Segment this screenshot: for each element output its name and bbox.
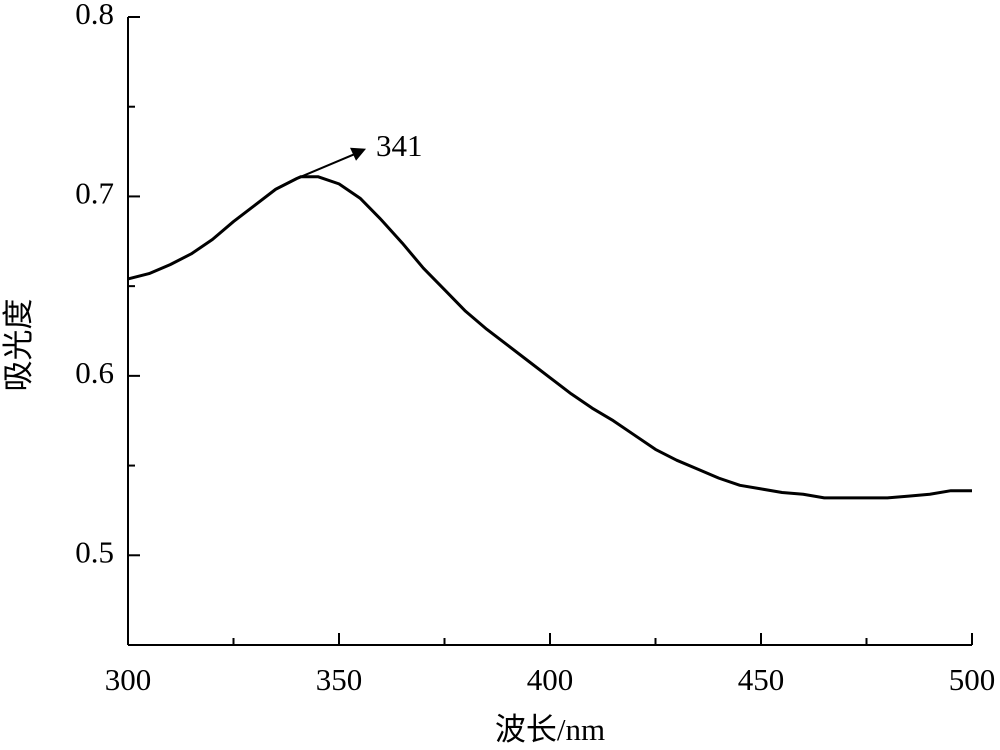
annotation-arrow [300, 151, 359, 178]
x-tick-label: 500 [949, 662, 996, 697]
annotation-text: 341 [376, 128, 423, 163]
data-line [127, 175, 972, 500]
x-tick-label: 450 [738, 662, 785, 697]
x-tick-label: 350 [316, 662, 363, 697]
x-tick-label: 300 [105, 662, 152, 697]
annotation-arrowhead [350, 147, 367, 161]
y-tick-label: 0.5 [75, 534, 114, 569]
y-axis-label: 吸光度 [1, 299, 36, 392]
y-tick-label: 0.7 [75, 176, 114, 211]
x-tick-label: 400 [527, 662, 574, 697]
y-tick-label: 0.6 [75, 355, 114, 390]
y-tick-label: 0.8 [75, 0, 114, 31]
x-axis-label: 波长/nm [495, 712, 605, 747]
